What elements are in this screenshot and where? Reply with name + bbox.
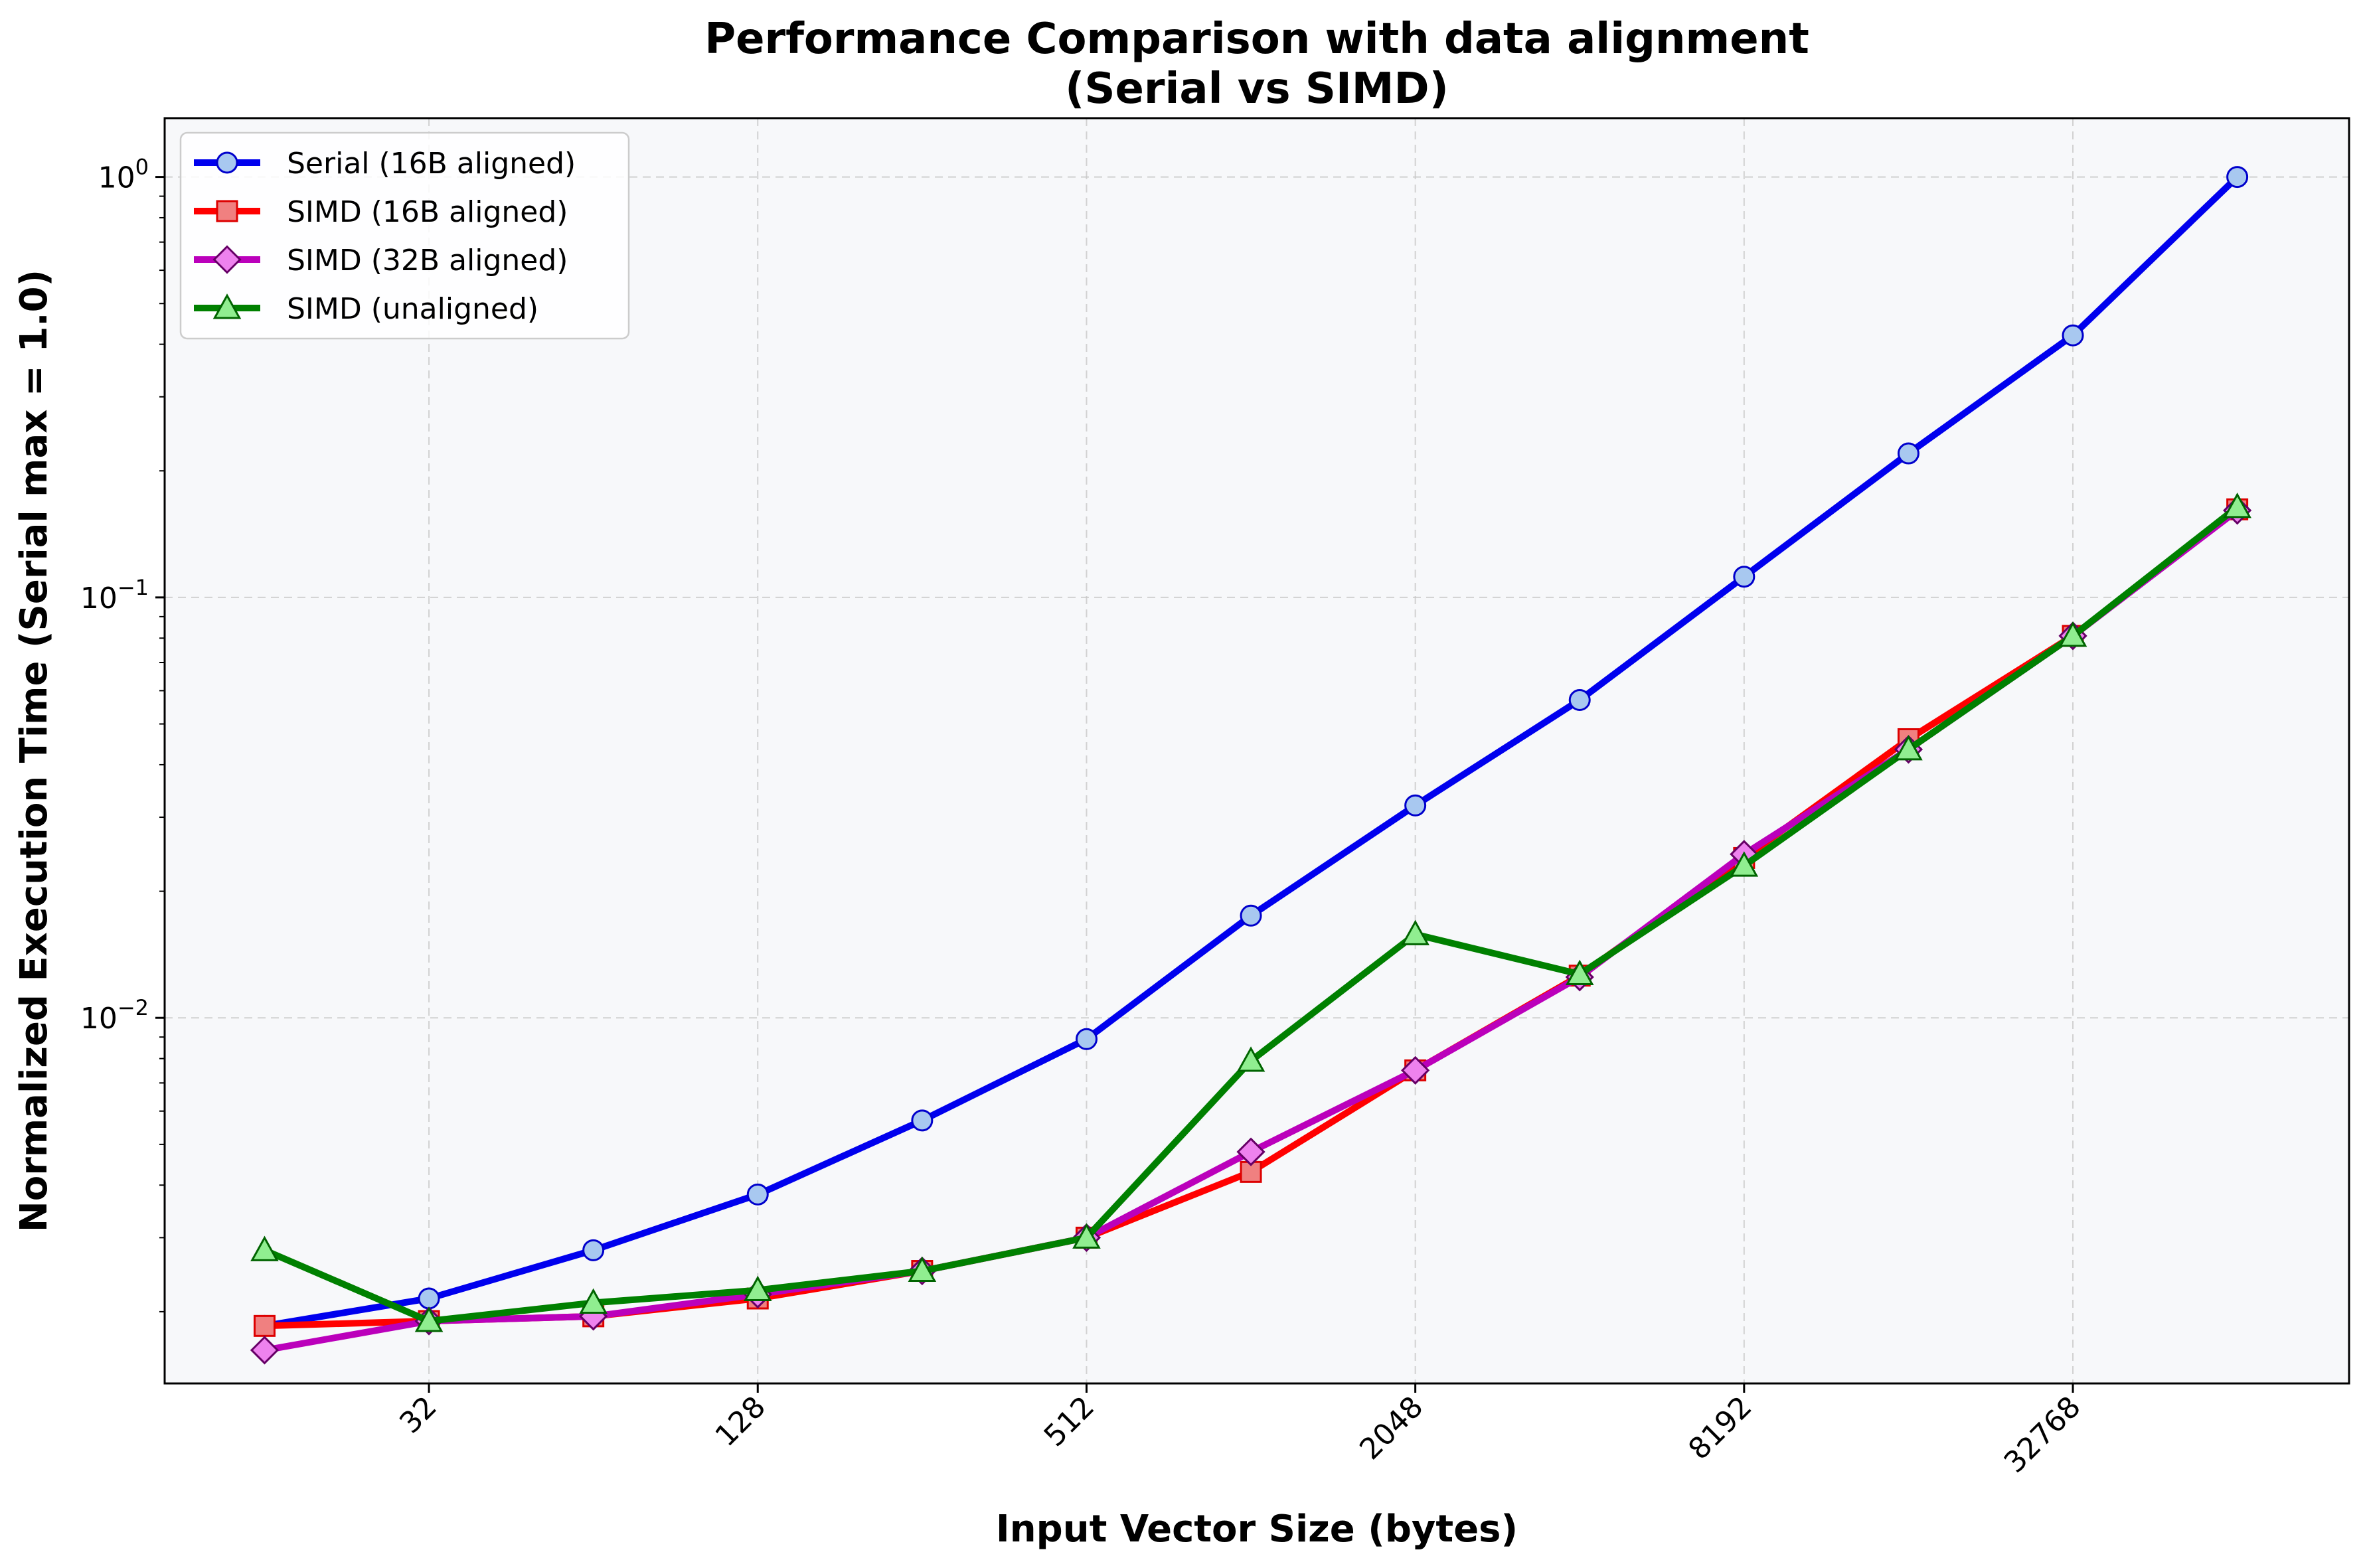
data-point (579, 1288, 608, 1314)
legend-label: SIMD (unaligned) (287, 292, 538, 326)
data-point (2062, 324, 2084, 347)
legend-marker (212, 245, 242, 274)
legend-marker (216, 200, 238, 222)
data-point (250, 1336, 280, 1365)
legend-marker (216, 151, 238, 174)
data-point (908, 1256, 937, 1283)
data-point (1565, 959, 1594, 985)
y-tick-label: 100 (98, 155, 149, 195)
data-point (1236, 1137, 1265, 1166)
data-point (2226, 166, 2249, 189)
legend-label: Serial (16B aligned) (287, 147, 576, 181)
legend-item-simd-unaligned: SIMD (unaligned) (194, 292, 538, 326)
data-point (1897, 442, 1919, 465)
data-point (2223, 493, 2251, 518)
data-point (250, 1235, 279, 1261)
legend-label: SIMD (16B aligned) (287, 195, 568, 229)
y-tick-label: 10−2 (80, 995, 149, 1036)
plot-frame (163, 117, 2350, 1385)
data-point (418, 1287, 440, 1310)
data-point (582, 1239, 605, 1261)
data-point (1401, 919, 1429, 945)
series-layer (250, 166, 2252, 1365)
data-point (1730, 851, 1759, 877)
y-axis-label: Normalized Execution Time (Serial max = … (13, 270, 56, 1232)
data-point (1236, 1046, 1265, 1072)
data-point (1072, 1223, 1101, 1249)
legend: Serial (16B aligned) SIMD (16B aligned) SI… (179, 131, 630, 340)
data-point (746, 1183, 769, 1206)
y-tick-label: 10−1 (80, 575, 149, 615)
data-point (1568, 689, 1591, 712)
data-point (1894, 735, 1923, 761)
x-axis-label: Input Vector Size (bytes) (996, 1508, 1518, 1551)
data-point (1240, 904, 1262, 927)
legend-label: SIMD (32B aligned) (287, 244, 568, 277)
legend-item-simd-32b-aligned: SIMD (32B aligned) (194, 244, 568, 277)
data-point (1075, 1028, 1098, 1050)
data-point (1404, 794, 1427, 817)
chart-title: Performance Comparison with data alignme… (704, 15, 1809, 64)
data-point (2058, 621, 2087, 647)
data-point (253, 1314, 276, 1337)
chart-subtitle: (Serial vs SIMD) (1065, 64, 1449, 114)
legend-item-serial-16b-aligned: Serial (16B aligned) (194, 147, 576, 181)
data-point (1401, 1056, 1430, 1085)
legend-box (179, 131, 630, 340)
data-point (743, 1275, 772, 1301)
data-point (1733, 566, 1755, 588)
legend-item-simd-16b-aligned: SIMD (16B aligned) (194, 195, 568, 229)
legend-marker (212, 293, 242, 319)
data-point (414, 1306, 444, 1332)
series-simd-unaligned (250, 493, 2251, 1332)
data-point (911, 1109, 934, 1132)
